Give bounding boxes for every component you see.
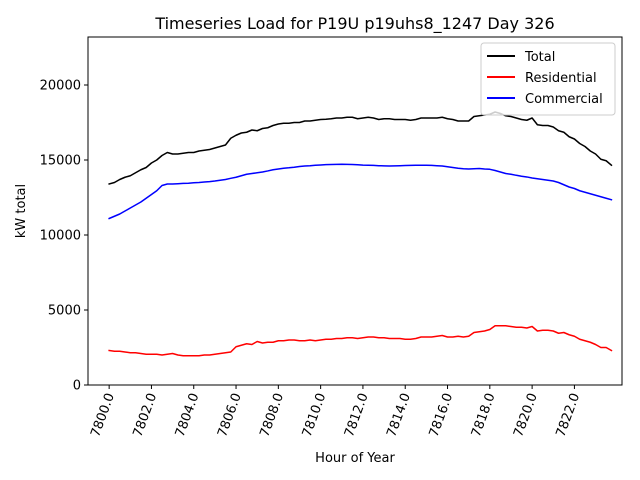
series-line-total	[108, 111, 613, 185]
plot-frame	[87, 36, 623, 386]
y-tick-label: 20000	[40, 79, 81, 94]
y-tick-label: 0	[73, 379, 81, 394]
series-line-residential	[108, 325, 613, 357]
series-layer	[108, 111, 613, 357]
legend-label-total: Total	[524, 50, 555, 65]
y-axis-label: kW total	[14, 184, 29, 238]
legend-label-commercial: Commercial	[525, 92, 603, 107]
legend-label-residential: Residential	[525, 71, 597, 86]
chart-title: Timeseries Load for P19U p19uhs8_1247 Da…	[154, 14, 554, 34]
y-tick-label: 15000	[40, 154, 81, 169]
y-tick-label: 10000	[40, 229, 81, 244]
legend: Total Residential Commercial	[480, 42, 616, 116]
series-line-commercial	[108, 163, 613, 220]
y-tick-label: 5000	[48, 304, 81, 319]
x-axis-label: Hour of Year	[315, 451, 395, 466]
